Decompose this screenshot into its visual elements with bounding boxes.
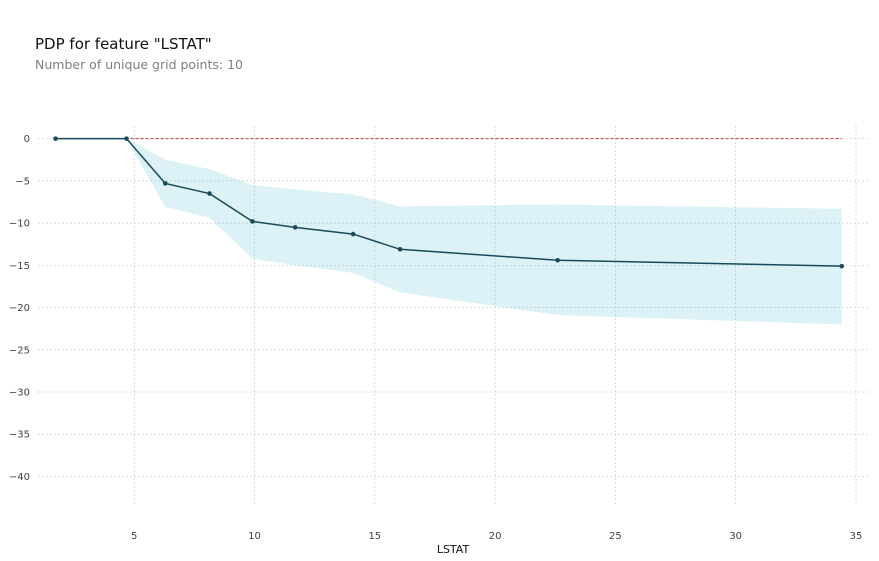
data-point <box>839 263 845 269</box>
x-tick-label: 25 <box>609 531 622 542</box>
data-point <box>207 191 212 196</box>
data-point <box>124 136 129 141</box>
y-tick-label: −40 <box>9 472 30 483</box>
data-point <box>292 225 298 230</box>
y-tick-label: −5 <box>15 176 30 187</box>
chart-subtitle: Number of unique grid points: 10 <box>35 57 243 72</box>
x-tick-label: 35 <box>850 531 863 542</box>
y-tick-label: −20 <box>9 303 30 314</box>
x-axis-label: LSTAT <box>437 543 470 556</box>
chart-title: PDP for feature "LSTAT" <box>35 35 212 53</box>
y-tick-label: −10 <box>9 219 30 230</box>
data-point <box>350 231 356 237</box>
y-tick-label: −35 <box>9 430 30 441</box>
x-tick-label: 30 <box>729 531 742 542</box>
y-tick-label: −25 <box>9 345 30 356</box>
data-point <box>250 219 255 224</box>
x-tick-label: 20 <box>489 531 502 542</box>
x-tick-label: 10 <box>248 531 261 542</box>
x-tick-label: 15 <box>368 531 381 542</box>
data-point <box>53 136 58 141</box>
y-tick-label: 0 <box>24 134 30 145</box>
data-point <box>397 246 403 252</box>
y-tick-label: −15 <box>9 261 30 272</box>
data-point <box>162 181 168 186</box>
x-tick-label: 5 <box>131 531 137 542</box>
pdp-line <box>55 137 842 267</box>
confidence-band <box>55 138 842 325</box>
data-point <box>555 257 560 263</box>
y-tick-label: −30 <box>9 388 30 399</box>
